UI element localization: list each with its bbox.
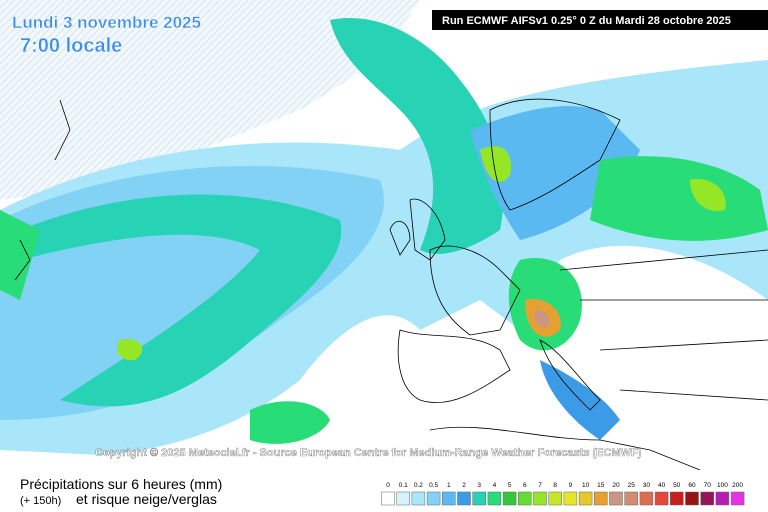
legend-label: 1	[447, 482, 451, 489]
legend-label: 0.2	[414, 482, 423, 489]
legend-label: 30	[643, 482, 651, 489]
legend-swatch	[502, 491, 517, 506]
legend-label: 0.5	[429, 482, 438, 489]
legend-swatch	[715, 491, 730, 506]
legend-label: 0.1	[399, 482, 408, 489]
legend-label: 200	[732, 482, 743, 489]
legend-swatch	[670, 491, 684, 506]
legend-label: 15	[597, 482, 605, 489]
copyright: Copyright © 2025 Meteociel.fr - Source E…	[95, 447, 642, 459]
legend-label: 4	[493, 482, 497, 489]
legend-label: 70	[704, 482, 712, 489]
legend-label: 6	[523, 482, 527, 489]
legend-swatch	[472, 491, 486, 506]
legend-swatch	[381, 491, 395, 506]
legend-label: 2	[462, 482, 466, 489]
legend-swatch	[533, 491, 547, 506]
legend-swatch	[457, 491, 471, 506]
legend-label: 60	[688, 482, 696, 489]
legend-label: 5	[508, 482, 512, 489]
legend-swatch	[639, 491, 654, 506]
lead-time: (+ 150h)	[20, 495, 61, 507]
legend-swatch	[578, 491, 593, 506]
legend-swatch	[730, 491, 745, 506]
legend-label: 3	[477, 482, 481, 489]
legend-swatch	[487, 491, 502, 506]
forecast-date: Lundi 3 novembre 2025	[12, 13, 201, 32]
run-info: Run ECMWF AIFSv1 0.25° 0 Z du Mardi 28 o…	[442, 15, 731, 27]
legend-swatch	[654, 491, 669, 506]
legend-label: 8	[553, 482, 557, 489]
legend-swatch	[594, 491, 608, 506]
legend-swatch	[518, 491, 532, 506]
legend-swatch	[426, 491, 441, 506]
footer-subtitle: et risque neige/verglas	[76, 491, 217, 507]
legend-label: 50	[673, 482, 681, 489]
legend-label: 100	[717, 482, 728, 489]
footer-title: Précipitations sur 6 heures (mm)	[20, 476, 222, 492]
legend-swatch	[563, 491, 578, 506]
legend-label: 7	[538, 482, 542, 489]
forecast-time: 7:00 locale	[20, 35, 122, 57]
run-banner	[432, 10, 768, 30]
legend-swatch	[548, 491, 562, 506]
legend-swatch	[624, 491, 638, 506]
legend-label: 25	[628, 482, 636, 489]
legend-swatch	[442, 491, 456, 506]
legend-swatch	[685, 491, 699, 506]
legend-swatch	[396, 491, 410, 506]
legend-label: 40	[658, 482, 666, 489]
legend-label: 20	[612, 482, 620, 489]
legend-label: 10	[582, 482, 590, 489]
legend-label: 9	[569, 482, 573, 489]
map	[0, 0, 768, 471]
legend-swatch	[609, 491, 623, 506]
legend-swatch	[411, 491, 426, 506]
legend-swatch	[700, 491, 714, 506]
legend-label: 0	[386, 482, 390, 489]
